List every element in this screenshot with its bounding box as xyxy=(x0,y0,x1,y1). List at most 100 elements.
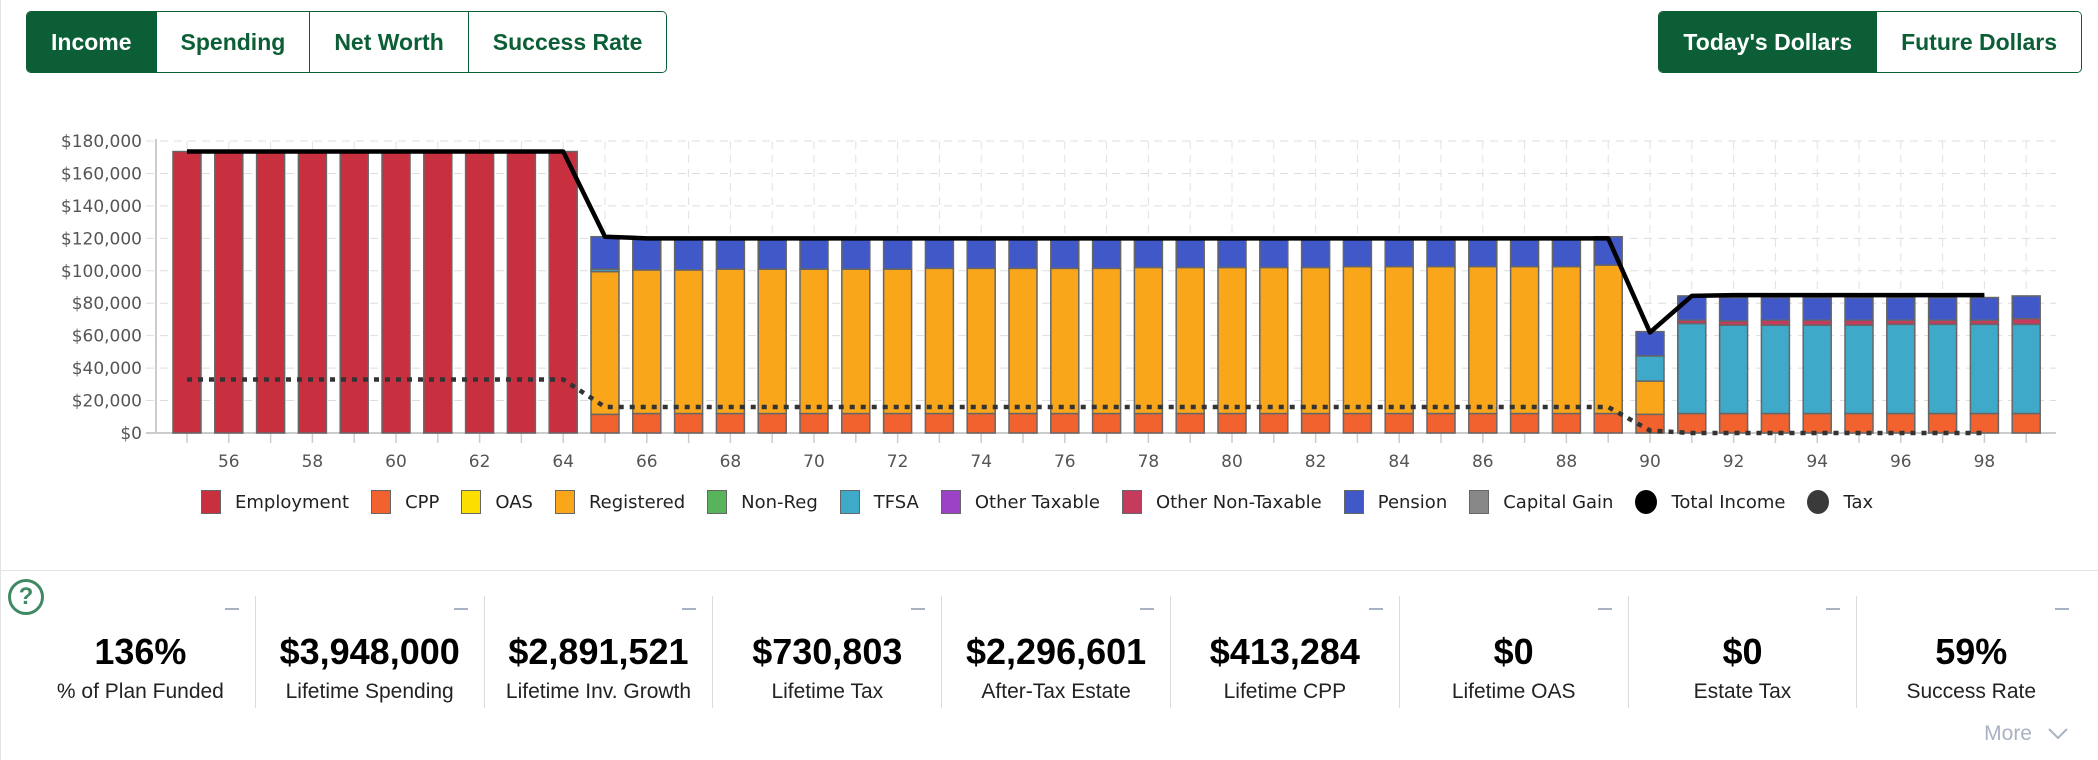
stat-value: $730,803 xyxy=(752,631,903,672)
bar-segment-cpp xyxy=(1384,412,1414,434)
x-tick-label: 94 xyxy=(1806,452,1828,472)
legend-item-pension[interactable]: Pension xyxy=(1343,490,1447,514)
legend-label: Employment xyxy=(235,491,350,513)
collapse-icon[interactable] xyxy=(2055,608,2070,610)
collapse-icon[interactable] xyxy=(1826,608,1841,610)
summary-stats: 136% % of Plan Funded $3,948,000 Lifetim… xyxy=(26,596,2086,708)
legend-item-other-taxable[interactable]: Other Taxable xyxy=(940,490,1100,514)
bar-segment-pension xyxy=(1509,238,1540,268)
stat-lifetime-tax: $730,803 Lifetime Tax xyxy=(712,596,941,708)
bar-segment-cpp xyxy=(1050,412,1080,434)
legend-label: Tax xyxy=(1843,491,1874,513)
y-tick-label: $180,000 xyxy=(61,132,142,152)
bar-segment-registered xyxy=(1384,265,1414,415)
collapse-icon[interactable] xyxy=(453,608,468,610)
legend-swatch xyxy=(1807,490,1830,514)
bar-segment-pension xyxy=(882,238,913,270)
legend-item-other-non-taxable[interactable]: Other Non-Taxable xyxy=(1121,490,1322,514)
bar-segment-registered xyxy=(1509,265,1540,415)
bar-segment-registered xyxy=(1008,267,1038,415)
legend-item-total-income[interactable]: Total Income xyxy=(1635,490,1785,514)
bar-segment-pension xyxy=(1259,238,1289,269)
tab-success-rate[interactable]: Success Rate xyxy=(467,12,667,72)
legend-label: Other Taxable xyxy=(974,491,1100,513)
bar-segment-tfsa xyxy=(1927,323,1958,415)
x-axis: 56 58 60 62 64 66 68 70 72 74 76 78 80 82 84 86 88 90 92 94… xyxy=(218,452,1995,472)
bar-segment-cpp xyxy=(1927,412,1958,434)
more-button[interactable]: More xyxy=(1984,722,2068,746)
legend-swatch xyxy=(201,490,221,514)
stat-label: Lifetime Inv. Growth xyxy=(505,680,692,703)
bar-segment-employment xyxy=(297,150,328,434)
legend-item-tfsa[interactable]: TFSA xyxy=(839,490,919,514)
question-circle-icon[interactable]: ? xyxy=(8,579,44,615)
x-tick-label: 60 xyxy=(385,452,407,472)
bar-segment-cpp xyxy=(1802,412,1832,434)
bar-segment-pension xyxy=(757,238,787,270)
line-tax xyxy=(187,377,1985,436)
bar-segment-registered xyxy=(1217,266,1247,415)
legend-item-cpp[interactable]: CPP xyxy=(371,490,439,514)
bar-segment-registered xyxy=(1259,266,1289,415)
bar-segment-registered xyxy=(673,269,704,415)
collapse-icon[interactable] xyxy=(1139,608,1154,610)
bar-segment-pension xyxy=(1217,238,1247,269)
bar-segment-registered xyxy=(1050,267,1080,415)
bar-segment-pension xyxy=(1050,238,1080,270)
bar-segment-cpp xyxy=(1969,412,2000,434)
bar-segment-employment xyxy=(381,150,411,434)
legend-item-tax[interactable]: Tax xyxy=(1807,490,1873,514)
legend-item-oas[interactable]: OAS xyxy=(461,490,533,514)
bar-segment-registered xyxy=(966,267,996,415)
x-tick-label: 58 xyxy=(302,452,324,472)
bar-segment-pension xyxy=(673,237,704,271)
x-tick-label: 70 xyxy=(803,452,825,472)
bar-segment-cpp xyxy=(966,412,996,434)
collapse-icon[interactable] xyxy=(682,608,697,610)
bar-segment-pension xyxy=(1886,296,1916,322)
legend-item-non-reg[interactable]: Non-Reg xyxy=(707,490,818,514)
bar-segment-cpp xyxy=(590,413,620,434)
future-dollars-button[interactable]: Future Dollars xyxy=(1876,12,2081,72)
bar-segment-pension xyxy=(1927,296,1958,322)
bar-segment-pension xyxy=(1844,296,1874,322)
tab-net-worth[interactable]: Net Worth xyxy=(309,12,468,72)
tab-income[interactable]: Income xyxy=(27,12,156,72)
stat-label: Estate Tax xyxy=(1693,680,1792,703)
stat-lifetime-inv-growth: $2,891,521 Lifetime Inv. Growth xyxy=(483,596,713,708)
todays-dollars-button[interactable]: Today's Dollars xyxy=(1659,12,1877,72)
legend-item-employment[interactable]: Employment xyxy=(201,490,349,514)
legend-swatch xyxy=(554,490,575,514)
bar-segment-tfsa xyxy=(1677,322,1707,415)
bar-segment-tfsa xyxy=(2011,323,2041,415)
tab-spending[interactable]: Spending xyxy=(155,12,310,72)
legend-item-registered[interactable]: Registered xyxy=(554,490,685,514)
bar-segment-cpp xyxy=(841,412,871,434)
bar-segment-registered xyxy=(1300,266,1331,415)
chevron-down-icon xyxy=(2048,728,2068,740)
bar-segment-cpp xyxy=(1551,412,1582,434)
bar-segment-tfsa xyxy=(1969,323,2000,415)
stat-label: Success Rate xyxy=(1906,680,2037,703)
legend-swatch xyxy=(371,490,392,514)
x-tick-label: 62 xyxy=(469,452,491,472)
y-tick-label: $0 xyxy=(120,424,142,444)
bar-segment-pension xyxy=(1802,296,1832,322)
section-divider xyxy=(1,570,2098,571)
bar-segment-cpp xyxy=(1760,412,1791,434)
y-tick-label: $160,000 xyxy=(61,164,142,184)
legend-swatch xyxy=(940,490,961,514)
chart-lines xyxy=(187,149,1985,436)
collapse-icon[interactable] xyxy=(224,608,239,610)
bar-segment-employment xyxy=(339,150,369,434)
bar-segment-cpp xyxy=(1217,412,1247,434)
collapse-icon[interactable] xyxy=(1597,608,1612,610)
bar-segment-employment xyxy=(423,150,453,434)
collapse-icon[interactable] xyxy=(1368,608,1383,610)
bar-segment-pension xyxy=(1426,238,1456,268)
collapse-icon[interactable] xyxy=(911,608,926,610)
bar-segment-registered xyxy=(1175,266,1205,415)
y-tick-label: $120,000 xyxy=(61,229,142,249)
legend-item-capital-gain[interactable]: Capital Gain xyxy=(1469,490,1613,514)
bar-segment-registered xyxy=(1133,266,1164,415)
